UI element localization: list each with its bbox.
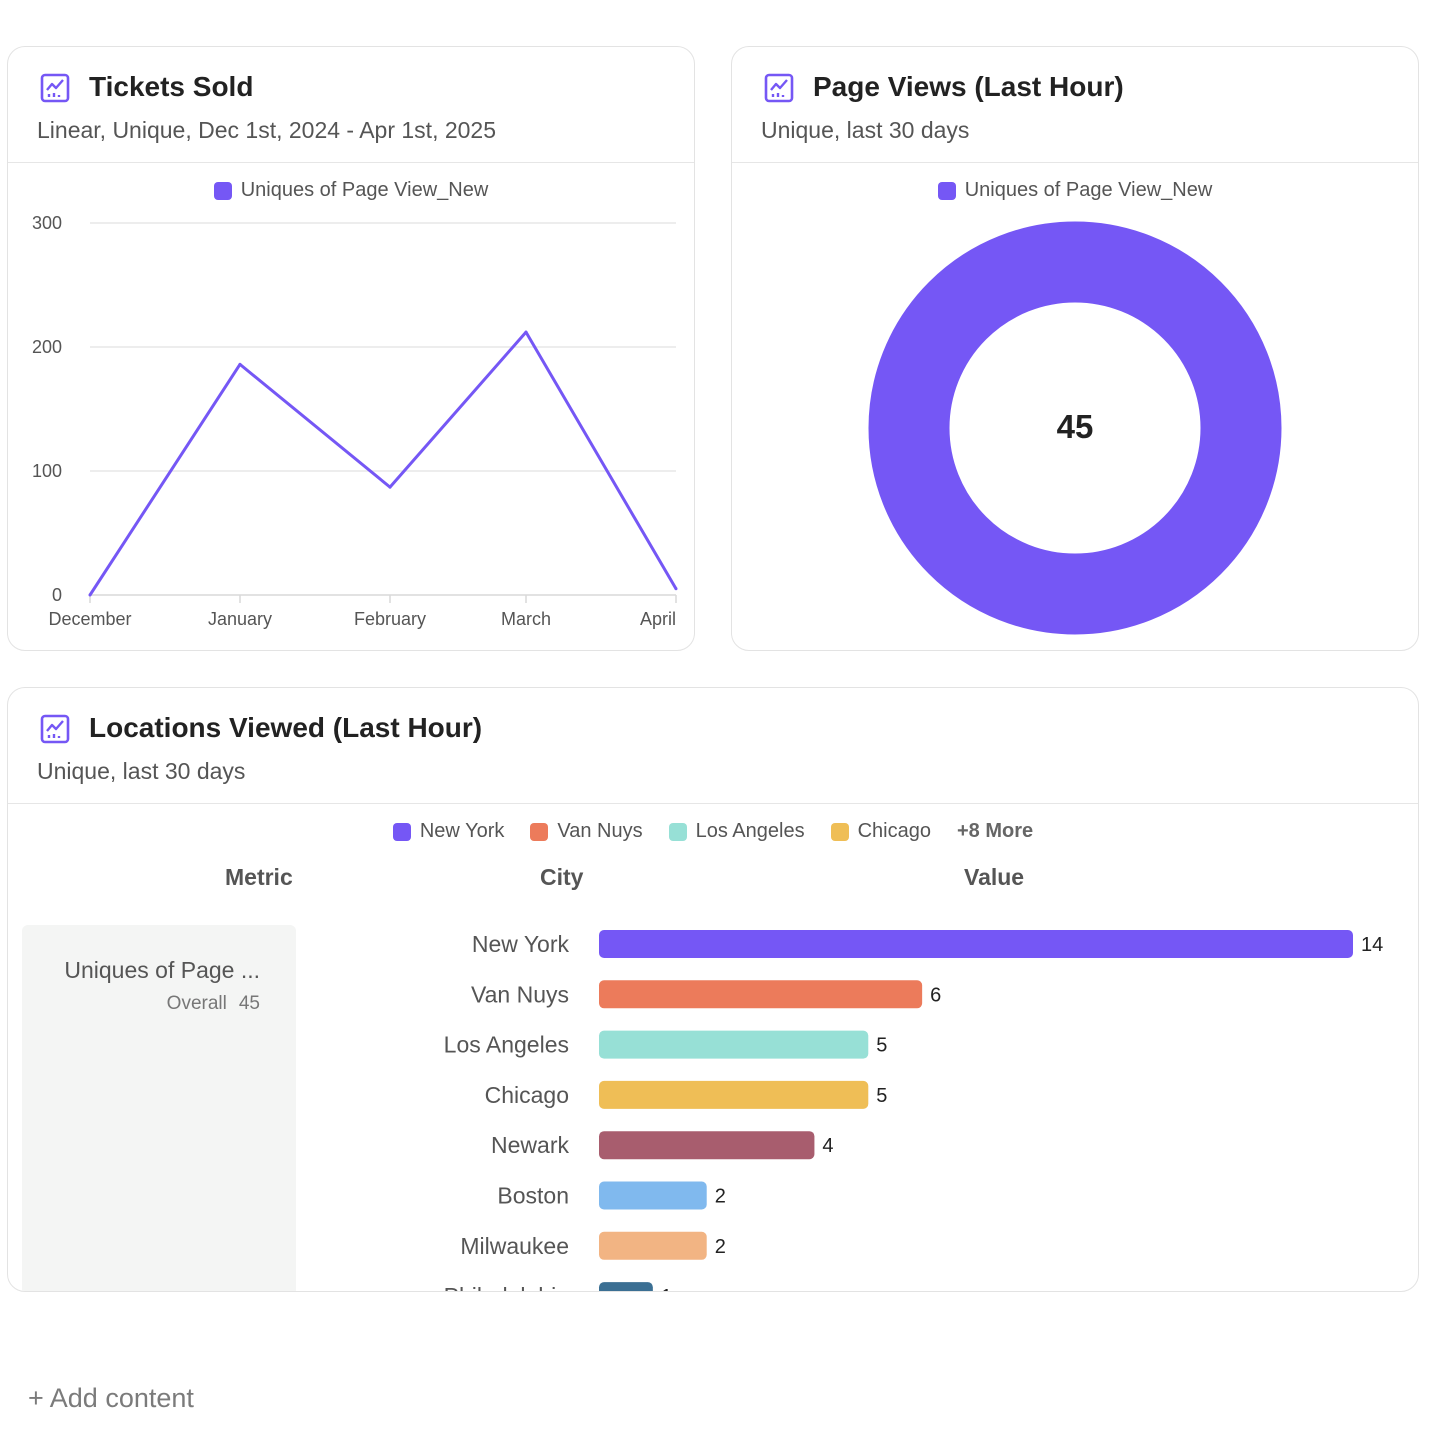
bar-value-label: 6 (930, 984, 941, 1006)
legend-item[interactable]: Uniques of Page View_New (937, 179, 1213, 202)
metric-panel[interactable]: Uniques of Page ... Overall 45 (22, 925, 296, 1291)
overall-value: 45 (238, 993, 260, 1014)
tickets-sold-card: Tickets Sold Linear, Unique, Dec 1st, 20… (7, 46, 695, 651)
legend-swatch (937, 181, 956, 200)
add-content-button[interactable]: + Add content (28, 1383, 194, 1413)
legend-swatch (830, 822, 849, 841)
column-header-metric: Metric (225, 864, 293, 890)
donut-slice[interactable] (868, 221, 1282, 635)
donut-chart: 45 (868, 221, 1282, 635)
bar-category-label: Los Angeles (444, 1032, 569, 1058)
y-tick-label: 300 (32, 213, 62, 233)
card-subtitle: Unique, last 30 days (761, 117, 970, 143)
bar-category-label: Van Nuys (471, 981, 569, 1007)
line-point[interactable] (238, 362, 242, 366)
legend-item-new-york[interactable]: New York (392, 820, 505, 843)
bar[interactable] (599, 930, 1353, 958)
bar-category-label: Milwaukee (460, 1233, 569, 1259)
line-series[interactable] (88, 330, 678, 596)
legend-swatch (213, 181, 232, 200)
bar-category-label: Philadelphia (444, 1283, 570, 1292)
bar-category-label: Boston (497, 1183, 569, 1209)
metric-name: Uniques of Page ... (64, 957, 260, 983)
bar-value-label: 2 (715, 1186, 726, 1208)
line-chart: 0 100 200 300 December January February March Ap… (32, 213, 678, 629)
legend-swatch (668, 822, 687, 841)
bar-value-label: 5 (876, 1035, 887, 1057)
bar-value-label: 14 (1361, 934, 1383, 956)
y-tick-label: 100 (32, 461, 62, 481)
bar[interactable] (599, 1282, 653, 1292)
bar[interactable] (599, 1181, 707, 1210)
y-tick-label: 200 (32, 337, 62, 357)
card-title[interactable]: Page Views (Last Hour) (813, 71, 1124, 102)
page-views-card: Page Views (Last Hour) Unique, last 30 d… (731, 46, 1419, 651)
line-point[interactable] (388, 485, 392, 489)
legend-item-chicago[interactable]: Chicago (830, 820, 931, 843)
legend-item-los-angeles[interactable]: Los Angeles (668, 820, 805, 843)
bar-value-label: 4 (822, 1135, 833, 1157)
column-header-value: Value (964, 864, 1025, 890)
x-tick-label: December (48, 609, 131, 629)
legend-label: Los Angeles (695, 820, 805, 842)
locations-card: Locations Viewed (Last Hour) Unique, las… (7, 687, 1419, 1292)
legend-label: Uniques of Page View_New (240, 179, 489, 201)
bar[interactable] (599, 1030, 869, 1059)
column-header-city: City (540, 864, 584, 890)
legend-item-van-nuys[interactable]: Van Nuys (530, 820, 643, 843)
card-header: Locations Viewed (Last Hour) Unique, las… (8, 688, 1418, 804)
line-chart-icon (40, 714, 70, 744)
bar-category-label: Newark (491, 1132, 569, 1158)
y-tick-label: 0 (52, 585, 62, 605)
chart-legend: Uniques of Page View_New (732, 179, 1418, 202)
line-point[interactable] (524, 330, 528, 334)
card-header: Page Views (Last Hour) Unique, last 30 d… (732, 47, 1418, 163)
bar[interactable] (599, 1231, 707, 1260)
line-point[interactable] (674, 587, 678, 591)
bar[interactable] (599, 1080, 869, 1109)
line-chart-icon (764, 73, 794, 103)
chart-legend: New York Van Nuys Los Angeles Chicago +8… (8, 820, 1418, 843)
line-point[interactable] (88, 593, 92, 597)
x-tick-label: January (208, 609, 272, 629)
card-subtitle: Unique, last 30 days (37, 758, 246, 784)
chart-legend: Uniques of Page View_New (8, 179, 694, 202)
card-subtitle: Linear, Unique, Dec 1st, 2024 - Apr 1st,… (37, 117, 497, 143)
legend-label: New York (419, 820, 505, 842)
x-tick-label: April (640, 609, 676, 629)
bar-value-label: 2 (715, 1236, 726, 1258)
bar-category-label: Chicago (485, 1082, 569, 1108)
card-header: Tickets Sold Linear, Unique, Dec 1st, 20… (8, 47, 694, 163)
legend-swatch (530, 822, 549, 841)
legend-more-button[interactable]: +8 More (956, 820, 1034, 842)
legend-label: Uniques of Page View_New (964, 179, 1213, 201)
legend-swatch (392, 822, 411, 841)
card-title[interactable]: Tickets Sold (89, 71, 254, 102)
x-tick-label: February (354, 609, 426, 629)
line-chart-icon (40, 73, 70, 103)
bar-value-label: 5 (876, 1085, 887, 1107)
legend-label: Van Nuys (557, 820, 643, 842)
legend-item[interactable]: Uniques of Page View_New (213, 179, 489, 202)
legend-label: Chicago (857, 820, 931, 842)
overall-label: Overall (166, 993, 227, 1014)
metric-overall: Overall 45 (167, 993, 260, 1015)
x-tick-label: March (501, 609, 551, 629)
bar[interactable] (599, 1131, 815, 1160)
bar[interactable] (599, 980, 923, 1009)
bar-category-label: New York (472, 931, 570, 957)
card-title[interactable]: Locations Viewed (Last Hour) (89, 712, 483, 743)
donut-center-value: 45 (1057, 408, 1094, 445)
bar-value-label: 1 (661, 1286, 672, 1292)
